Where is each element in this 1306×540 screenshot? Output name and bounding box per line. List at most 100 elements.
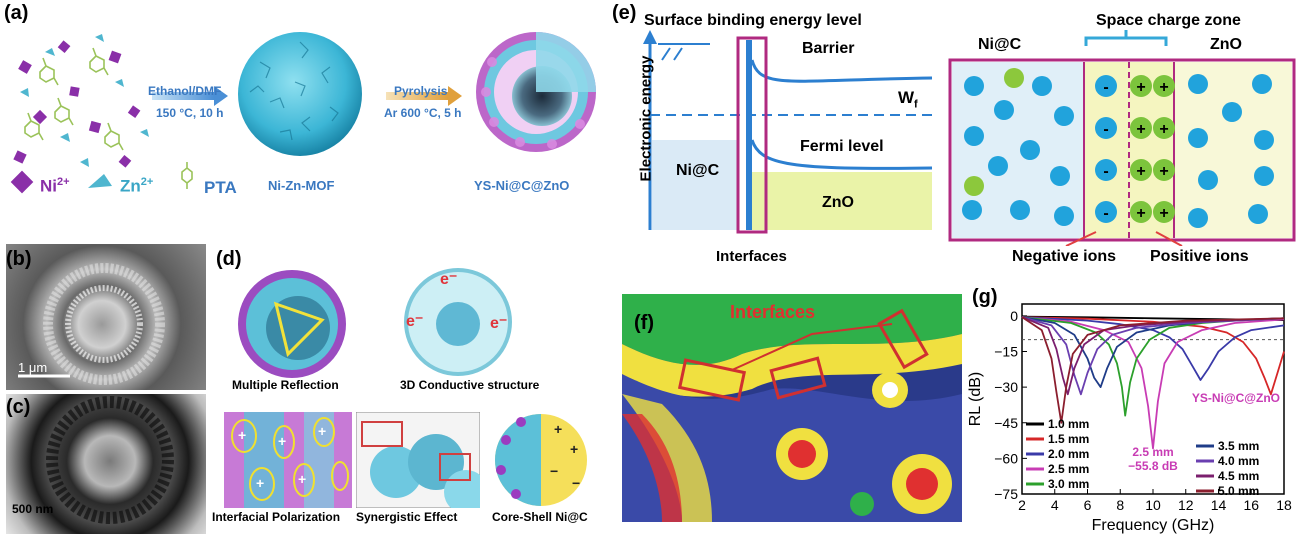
- core-shell-image: ++−−: [495, 414, 587, 506]
- x-tick-label: 12: [1178, 497, 1194, 513]
- right-zno-label: ZnO: [1210, 36, 1242, 53]
- legend-entry: 2.0 mm: [1048, 447, 1089, 461]
- svg-text:-: -: [1103, 163, 1108, 180]
- electron-label-1: e⁻: [440, 271, 457, 288]
- tem-scale-label: 500 nm: [12, 502, 54, 516]
- svg-text:+: +: [256, 475, 264, 491]
- pta-legend-icon: [181, 162, 193, 189]
- electron-label-3: e⁻: [490, 315, 507, 332]
- panel-d-label: (d): [216, 248, 242, 270]
- sample-annotation: YS-Ni@C@ZnO: [1192, 391, 1280, 405]
- panel-c-label: (c): [6, 396, 31, 418]
- legend-entry: 4.5 mm: [1218, 469, 1259, 483]
- svg-text:+: +: [1136, 121, 1145, 138]
- ni-legend-icon: [10, 170, 34, 194]
- y-tick-label: 0: [1010, 308, 1018, 324]
- zn-legend-label: Zn2+: [120, 176, 154, 196]
- svg-text:-: -: [1103, 79, 1108, 96]
- y-tick-label: −30: [994, 379, 1018, 395]
- svg-text:+: +: [1159, 163, 1168, 180]
- work-function-label: Wf: [898, 88, 918, 111]
- multiple-reflection-sphere: [238, 270, 346, 378]
- ys-nic-zno-sphere: [476, 32, 596, 152]
- synergistic-effect-label: Synergistic Effect: [356, 510, 458, 524]
- x-tick-label: 4: [1051, 497, 1059, 513]
- conductive-label: 3D Conductive structure: [400, 378, 540, 392]
- synergistic-effect-image: [356, 412, 480, 508]
- right-nic-label: Ni@C: [978, 36, 1022, 53]
- svg-text:-: -: [1103, 121, 1108, 138]
- svg-text:+: +: [570, 441, 578, 457]
- x-tick-label: 2: [1018, 497, 1026, 513]
- positive-ions-label: Positive ions: [1150, 248, 1249, 265]
- svg-text:+: +: [238, 427, 246, 443]
- svg-text:+: +: [278, 433, 286, 449]
- multiple-reflection-label: Multiple Reflection: [232, 378, 339, 392]
- space-charge-diagram: - - - - + + + + + + + +: [948, 30, 1296, 246]
- y-tick-label: −15: [994, 344, 1018, 360]
- peak-value-annotation: −55.8 dB: [1128, 459, 1178, 473]
- y-tick-label: −60: [994, 450, 1018, 466]
- svg-text:-: -: [1103, 205, 1108, 222]
- interfacial-polarization-image: + + + + +: [224, 412, 352, 508]
- x-tick-label: 16: [1243, 497, 1259, 513]
- panel-g-label: (g): [972, 286, 998, 308]
- electron-holography-map: [622, 294, 962, 522]
- x-tick-label: 14: [1211, 497, 1227, 513]
- interfaces-label: Interfaces: [716, 248, 787, 265]
- precursor-cluster: [13, 34, 149, 168]
- x-tick-label: 18: [1276, 497, 1292, 513]
- arrow1-top-text: Ethanol/DMF: [148, 84, 222, 98]
- sem-image: [6, 244, 206, 390]
- panel-a-schematic: [10, 32, 596, 194]
- svg-text:−: −: [550, 463, 558, 479]
- surface-binding-label: Surface binding energy level: [644, 12, 862, 29]
- sem-scale-label: 1 μm: [18, 360, 48, 375]
- legend-entry: 1.0 mm: [1048, 417, 1089, 431]
- pyrolysis-arrow: [386, 86, 462, 106]
- x-tick-label: 8: [1116, 497, 1124, 513]
- x-tick-label: 6: [1084, 497, 1092, 513]
- svg-text:+: +: [1136, 163, 1145, 180]
- series-line-20mm: [1021, 316, 1285, 381]
- legend-entry: 1.5 mm: [1048, 432, 1089, 446]
- y-axis-label: RL (dB): [967, 372, 984, 427]
- panel-b-label: (b): [6, 248, 32, 270]
- nic-band-label: Ni@C: [676, 162, 720, 179]
- svg-text:+: +: [298, 471, 306, 487]
- electron-label-2: e⁻: [406, 313, 423, 330]
- pta-legend-label: PTA: [204, 178, 237, 197]
- mof-label: Ni-Zn-MOF: [268, 178, 335, 193]
- svg-text:+: +: [1136, 205, 1145, 222]
- svg-text:+: +: [1159, 121, 1168, 138]
- arrow2-top-text: Pyrolysis: [394, 84, 448, 98]
- core-shell-label: Core-Shell Ni@C: [492, 510, 588, 524]
- fermi-level-label: Fermi level: [800, 138, 884, 155]
- series-line-40mm: [1021, 316, 1285, 396]
- holography-interfaces-label: Interfaces: [730, 302, 816, 322]
- svg-text:−: −: [572, 475, 580, 491]
- interfacial-polarization-label: Interfacial Polarization: [212, 510, 341, 524]
- series-line-15mm: [1021, 316, 1285, 396]
- ni-legend-label: Ni2+: [40, 176, 70, 196]
- zno-band-label: ZnO: [822, 194, 854, 211]
- series-line-50mm: [1021, 316, 1285, 424]
- arrow2-bottom-text: Ar 600 °C, 5 h: [384, 106, 462, 120]
- product-label: YS-Ni@C@ZnO: [474, 178, 570, 193]
- tem-image: [6, 394, 206, 534]
- reflection-loss-chart: 2 4 6 8 10 12 14 16 18 0 −15 −30 −45 −60 −75 Frequency …: [967, 303, 1292, 534]
- y-tick-label: −75: [994, 486, 1018, 502]
- peak-thickness-annotation: 2.5 mm: [1132, 445, 1173, 459]
- legend-entry: 3.5 mm: [1218, 439, 1259, 453]
- series-line-45mm: [1021, 316, 1285, 396]
- zn-legend-icon: [88, 174, 112, 188]
- electronic-energy-axis-label: Electronic energy: [637, 55, 655, 182]
- energy-band-diagram: [643, 30, 933, 234]
- x-tick-label: 10: [1145, 497, 1161, 513]
- panel-a-label: (a): [4, 2, 29, 24]
- svg-text:+: +: [554, 421, 562, 437]
- x-axis-label: Frequency (GHz): [1092, 517, 1215, 534]
- svg-text:+: +: [1159, 205, 1168, 222]
- panel-f-label: (f): [634, 312, 654, 334]
- synthesis-arrow: [152, 86, 228, 106]
